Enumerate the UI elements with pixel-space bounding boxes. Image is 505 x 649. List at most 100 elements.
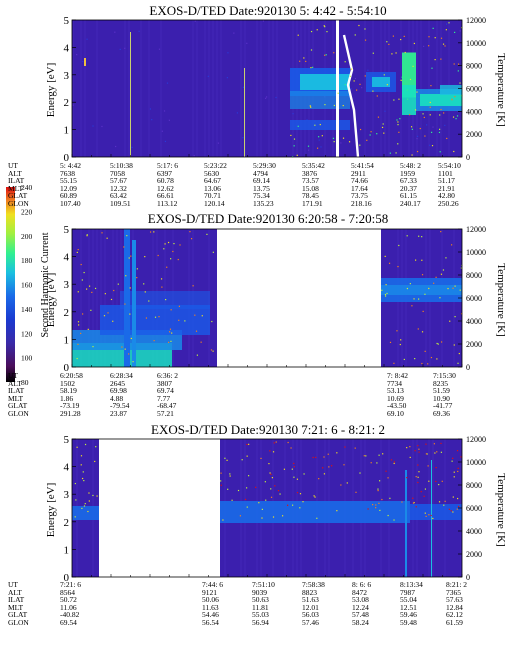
flux-spike [130, 32, 131, 157]
flux-speck [303, 473, 305, 475]
flux-speck [454, 95, 456, 98]
ephemeris-label: UT [8, 580, 18, 589]
flux-speck [82, 60, 84, 63]
flux-speck [413, 501, 415, 504]
panel-1-title: EXOS-D/TED Date:920130 5: 4:42 - 5:54:10 [149, 3, 386, 18]
panel-3-title: EXOS-D/TED Date:920130 7:21: 6 - 8:21: 2 [151, 422, 385, 437]
ephemeris-value: 8564 [60, 587, 75, 597]
flux-speck [421, 259, 423, 261]
flux-speck [411, 154, 413, 156]
flux-stripe [96, 229, 98, 367]
flux-speck [287, 441, 289, 444]
flux-speck [384, 293, 387, 296]
flux-speck [417, 476, 419, 478]
flux-speck [361, 87, 363, 89]
flux-speck [324, 104, 326, 106]
ephemeris-value: 7058 [110, 168, 125, 178]
flux-speck [388, 262, 391, 264]
flux-speck [104, 293, 106, 295]
y2-tick-label: 10000 [466, 248, 486, 257]
flux-speck [391, 53, 393, 55]
y-tick-label: 5 [64, 15, 70, 27]
ephemeris-value: 3807 [157, 378, 172, 388]
ephemeris-column: 8: 6: 6 8472 53.08 12.24 57.48 58.24 [352, 581, 371, 627]
flux-speck [323, 25, 325, 27]
ephemeris-value: 17.64 [351, 183, 368, 193]
ephemeris-value: 56.03 [302, 610, 319, 620]
ephemeris-value: 7365 [446, 587, 461, 597]
flux-speck [158, 48, 161, 50]
ephemeris-value: 12.01 [302, 602, 319, 612]
ephemeris-value: 2911 [351, 168, 366, 178]
flux-speck [453, 150, 455, 153]
panel-2-axes: 0 1 2 3 4 5 0 2000 4000 6000 8000 10000 12000 [64, 224, 487, 374]
flux-speck [248, 443, 250, 445]
flux-speck [445, 23, 448, 25]
flux-stripe [212, 20, 214, 157]
flux-speck [428, 480, 430, 482]
flux-speck [314, 124, 316, 126]
flux-stripe [204, 20, 206, 157]
flux-speck [427, 465, 429, 467]
flux-speck [106, 237, 108, 239]
flux-stripe [72, 20, 74, 157]
flux-speck [404, 51, 406, 54]
flux-speck [168, 341, 170, 343]
ephemeris-value: 5:17: 6 [157, 161, 179, 170]
flux-speck [398, 244, 400, 247]
flux-speck [270, 488, 272, 490]
ephemeris-value: 51.63 [302, 595, 319, 605]
flux-speck [457, 70, 459, 72]
flux-speck [412, 497, 414, 499]
flux-speck [382, 453, 384, 455]
ephemeris-value: 69.74 [157, 386, 174, 396]
ephemeris-value: 23.87 [110, 408, 127, 418]
flux-speck [416, 138, 418, 140]
y2-tick-label: 6000 [466, 504, 482, 513]
flux-speck [168, 119, 171, 121]
flux-speck [395, 52, 397, 54]
flux-speck [369, 134, 371, 136]
flux-stripe [256, 20, 258, 157]
flux-speck [379, 480, 381, 482]
flux-speck [212, 251, 214, 253]
ephemeris-column: 7:58:38 8823 51.63 12.01 56.03 57.46 [302, 581, 325, 627]
ephemeris-value: -79.54 [110, 401, 130, 411]
flux-speck [194, 20, 196, 22]
flux-speck [264, 481, 266, 483]
flux-speck [323, 473, 326, 475]
flux-speck [442, 269, 445, 271]
flux-speck [164, 140, 167, 143]
colorbar: 80 100 120 140 160 180 200 220 240 Second Harmon… [6, 183, 51, 387]
flux-speck [416, 150, 419, 153]
flux-speck [409, 283, 411, 285]
flux-speck [201, 315, 203, 317]
flux-speck [333, 52, 335, 54]
flux-stripe [124, 20, 126, 157]
flux-stripe [272, 20, 274, 157]
flux-speck [200, 341, 202, 343]
flux-speck [364, 28, 366, 30]
flux-speck [206, 233, 208, 235]
flux-speck [390, 459, 393, 461]
flux-speck [163, 248, 165, 250]
y-tick-label: 5 [64, 224, 70, 236]
flux-spike [244, 68, 245, 157]
flux-speck [371, 504, 374, 506]
flux-speck [381, 289, 383, 291]
flux-speck [418, 448, 420, 450]
y2-tick-label: 6000 [466, 85, 482, 94]
colorbar-label: Second Harmonic Current [40, 232, 51, 337]
flux-speck [386, 41, 388, 43]
flux-speck [265, 499, 267, 501]
ephemeris-column: 6:20:58 1502 58.19 1.86 -73.19 291.28 [60, 372, 83, 418]
flux-speck [144, 291, 146, 293]
flux-speck [370, 462, 372, 464]
flux-speck [430, 356, 433, 359]
flux-speck [411, 305, 413, 307]
ephemeris-value: 5:10:38 [110, 161, 133, 170]
panel-1-y2label: Temperature [K] [495, 53, 505, 126]
flux-speck [333, 141, 335, 143]
flux-speck [444, 500, 446, 502]
flux-stripe [104, 229, 106, 367]
